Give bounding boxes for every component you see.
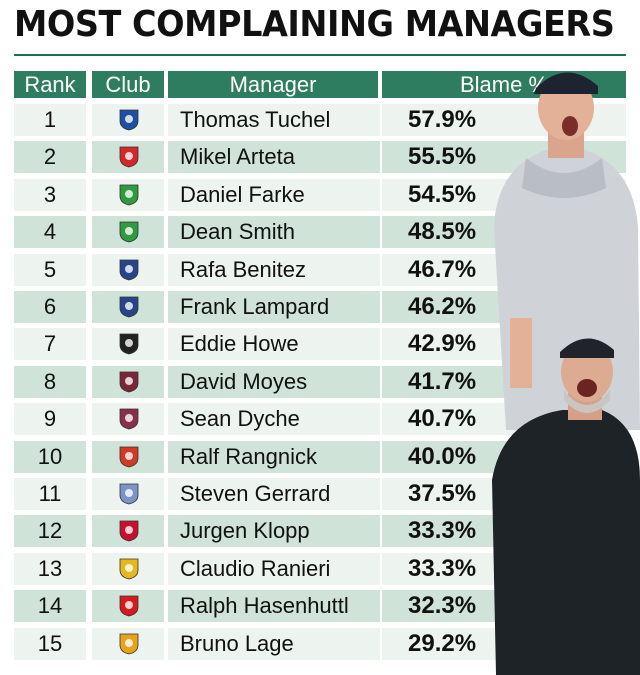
rank-cell: 9 [14, 403, 86, 436]
manager-cell: Ralph Hasenhuttl [168, 590, 380, 623]
manager-cell: Eddie Howe [168, 328, 380, 361]
manager-cell: Claudio Ranieri [168, 552, 380, 585]
rank-cell: 7 [14, 328, 86, 361]
manager-cell: Frank Lampard [168, 291, 380, 323]
manager-cell: Steven Gerrard [168, 478, 380, 510]
page-title: MOST COMPLAINING MANAGERS [14, 4, 615, 45]
rank-cell: 2 [14, 141, 86, 174]
table-row: 6 Frank Lampard 46.2% [14, 291, 626, 323]
rank-cell: 12 [14, 515, 86, 548]
club-cell [92, 178, 164, 211]
manager-cell: Daniel Farke [168, 178, 380, 211]
rank-cell: 3 [14, 178, 86, 211]
rank-cell: 13 [14, 552, 86, 585]
rank-cell: 1 [14, 104, 86, 136]
club-cell [92, 141, 164, 174]
west-ham-badge-icon [119, 371, 139, 393]
club-cell [92, 253, 164, 286]
manager-cell: Rafa Benitez [168, 253, 380, 286]
manager-cell: Thomas Tuchel [168, 104, 380, 136]
club-cell [92, 403, 164, 436]
man-united-badge-icon [119, 446, 139, 468]
table-row: 8 David Moyes 41.7% [14, 365, 626, 398]
rank-cell: 4 [14, 216, 86, 249]
chelsea-badge-icon [119, 109, 139, 131]
manager-cell: Ralf Rangnick [168, 440, 380, 473]
rank-cell: 11 [14, 478, 86, 510]
header-rank: Rank [14, 71, 86, 98]
club-cell [92, 440, 164, 473]
rank-cell: 14 [14, 590, 86, 623]
klopp-photo [492, 338, 640, 675]
rank-cell: 5 [14, 253, 86, 286]
manager-cell: Dean Smith [168, 216, 380, 249]
everton-badge-icon [119, 259, 139, 281]
watford-badge-icon [119, 558, 139, 580]
manager-cell: Sean Dyche [168, 403, 380, 436]
club-cell [92, 515, 164, 548]
club-cell [92, 328, 164, 361]
header-manager: Manager [168, 71, 378, 98]
norwich-badge-icon [119, 221, 139, 243]
liverpool-badge-icon [119, 520, 139, 542]
manager-cell: David Moyes [168, 365, 380, 398]
rank-cell: 10 [14, 440, 86, 473]
norwich-badge-icon [119, 184, 139, 206]
manager-cell: Mikel Arteta [168, 141, 380, 174]
club-cell [92, 627, 164, 660]
title-underline [14, 54, 626, 56]
club-cell [92, 590, 164, 623]
newcastle-badge-icon [119, 333, 139, 355]
arsenal-badge-icon [119, 146, 139, 168]
club-cell [92, 552, 164, 585]
southampton-badge-icon [119, 595, 139, 617]
header-club: Club [92, 71, 164, 98]
everton-badge-icon [119, 296, 139, 318]
club-cell [92, 478, 164, 510]
burnley-badge-icon [119, 408, 139, 430]
club-cell [92, 104, 164, 136]
aston-villa-badge-icon [119, 483, 139, 505]
rank-cell: 8 [14, 365, 86, 398]
wolves-badge-icon [119, 633, 139, 655]
club-cell [92, 216, 164, 249]
table-row: 9 Sean Dyche 40.7% [14, 403, 626, 436]
manager-cell: Bruno Lage [168, 627, 380, 660]
club-cell [92, 291, 164, 323]
rank-cell: 6 [14, 291, 86, 323]
rank-cell: 15 [14, 627, 86, 660]
manager-cell: Jurgen Klopp [168, 515, 380, 548]
club-cell [92, 365, 164, 398]
